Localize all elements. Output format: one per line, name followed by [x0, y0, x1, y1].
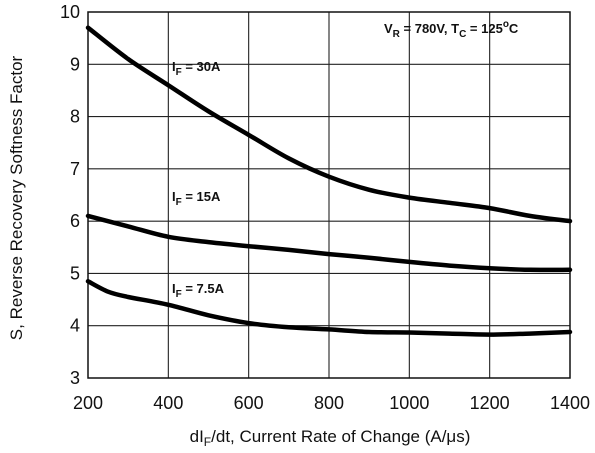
y-tick-label: 6 [70, 211, 80, 231]
y-tick-label: 5 [70, 263, 80, 283]
x-tick-labels: 200 400 600 800 1000 1200 1400 [73, 393, 590, 413]
x-tick-label: 200 [73, 393, 103, 413]
y-tick-labels: 3 4 5 6 7 8 9 10 [60, 2, 80, 388]
y-tick-label: 4 [70, 316, 80, 336]
x-axis-title: dIF/dt, Current Rate of Change (A/μs) [190, 427, 471, 449]
y-tick-label: 9 [70, 54, 80, 74]
x-tick-label: 400 [153, 393, 183, 413]
y-tick-label: 3 [70, 368, 80, 388]
x-tick-label: 600 [234, 393, 264, 413]
series-label-if-7-5a: IF = 7.5A [172, 281, 225, 300]
y-axis-title: S, Reverse Recovery Softness Factor [7, 55, 26, 340]
y-tick-label: 7 [70, 159, 80, 179]
y-tick-label: 8 [70, 107, 80, 127]
curves [85, 25, 573, 337]
series-label-if-30a: IF = 30A [172, 59, 221, 78]
x-tick-label: 1400 [550, 393, 590, 413]
plot-frame [87, 11, 571, 379]
series-line-0 [85, 25, 573, 224]
series-line-2 [85, 279, 573, 337]
x-tick-label: 1000 [389, 393, 429, 413]
series-label-if-15a: IF = 15A [172, 189, 221, 208]
x-tick-label: 800 [314, 393, 344, 413]
series-line-1 [85, 213, 573, 273]
test-conditions-label: VR = 780V, TC = 125oC [384, 19, 519, 40]
x-tick-label: 1200 [470, 393, 510, 413]
y-tick-label: 10 [60, 2, 80, 22]
grid [88, 12, 570, 378]
